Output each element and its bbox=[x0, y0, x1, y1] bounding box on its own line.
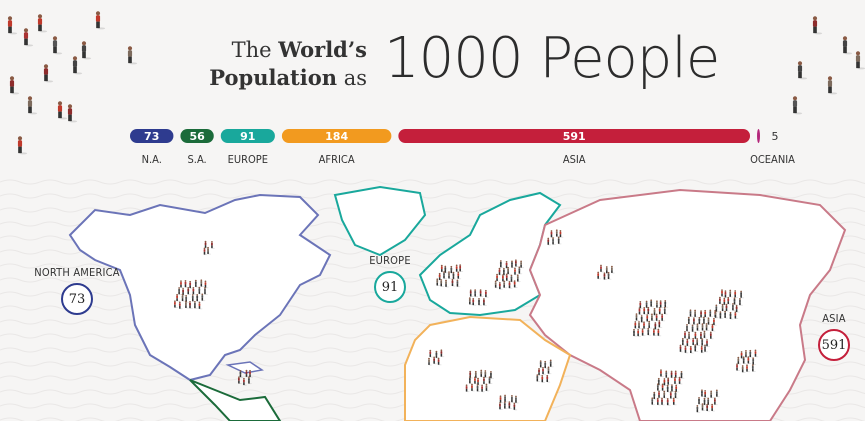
bar-category-label: ASIA bbox=[563, 153, 586, 166]
bar-category-label: N.A. bbox=[142, 153, 162, 166]
title-big: 1000 People bbox=[384, 26, 720, 91]
callout-europe: EUROPE 91 bbox=[330, 254, 450, 303]
bar-value-label: 56 bbox=[189, 130, 205, 143]
bar-value-label: 91 bbox=[240, 130, 255, 143]
crowds bbox=[174, 229, 759, 413]
bar-africa bbox=[281, 129, 392, 143]
callout-label: ASIA bbox=[822, 312, 846, 325]
africa-shape bbox=[404, 315, 572, 421]
bar-category-label: S.A. bbox=[188, 153, 207, 166]
bar-europe bbox=[220, 129, 275, 143]
bar-value-label: 591 bbox=[563, 130, 586, 143]
decorative-people bbox=[7, 11, 865, 155]
callout-label: NORTH AMERICA bbox=[34, 266, 120, 279]
title-line-2: Population as bbox=[209, 65, 367, 90]
bar-na bbox=[130, 129, 174, 143]
callout-label: EUROPE bbox=[369, 254, 411, 267]
callout-north-america: NORTH AMERICA 73 bbox=[17, 266, 137, 315]
bar-oceania bbox=[757, 129, 760, 143]
caribbean-shape bbox=[225, 361, 264, 374]
bar-value-label: 73 bbox=[144, 130, 159, 143]
callout-value-circle: 91 bbox=[374, 271, 406, 303]
bar-value-label: 184 bbox=[325, 130, 348, 143]
bar-value-label: 5 bbox=[772, 130, 779, 143]
callout-value-circle: 73 bbox=[61, 283, 93, 315]
bar-category-label: OCEANIA bbox=[750, 153, 795, 166]
title-block: The World’s Population as 1000 People bbox=[209, 26, 742, 105]
callout-value-circle: 591 bbox=[818, 329, 850, 361]
bar-asia bbox=[398, 129, 751, 143]
bar-sa bbox=[180, 129, 214, 143]
greenland-shape bbox=[333, 185, 427, 257]
population-bar-chart: 73 N.A. 56 S.A. 91 EUROPE 184 AFRICA 591 ASIA 5 OCE… bbox=[130, 129, 795, 166]
bar-category-label: AFRICA bbox=[319, 153, 355, 166]
south-america-shape bbox=[189, 379, 282, 421]
asia-shape bbox=[528, 188, 847, 421]
callout-asia: ASIA 591 bbox=[804, 312, 864, 361]
world-map bbox=[0, 175, 865, 421]
bar-category-label: EUROPE bbox=[228, 153, 268, 166]
title-line-1: The World’s bbox=[231, 37, 367, 62]
